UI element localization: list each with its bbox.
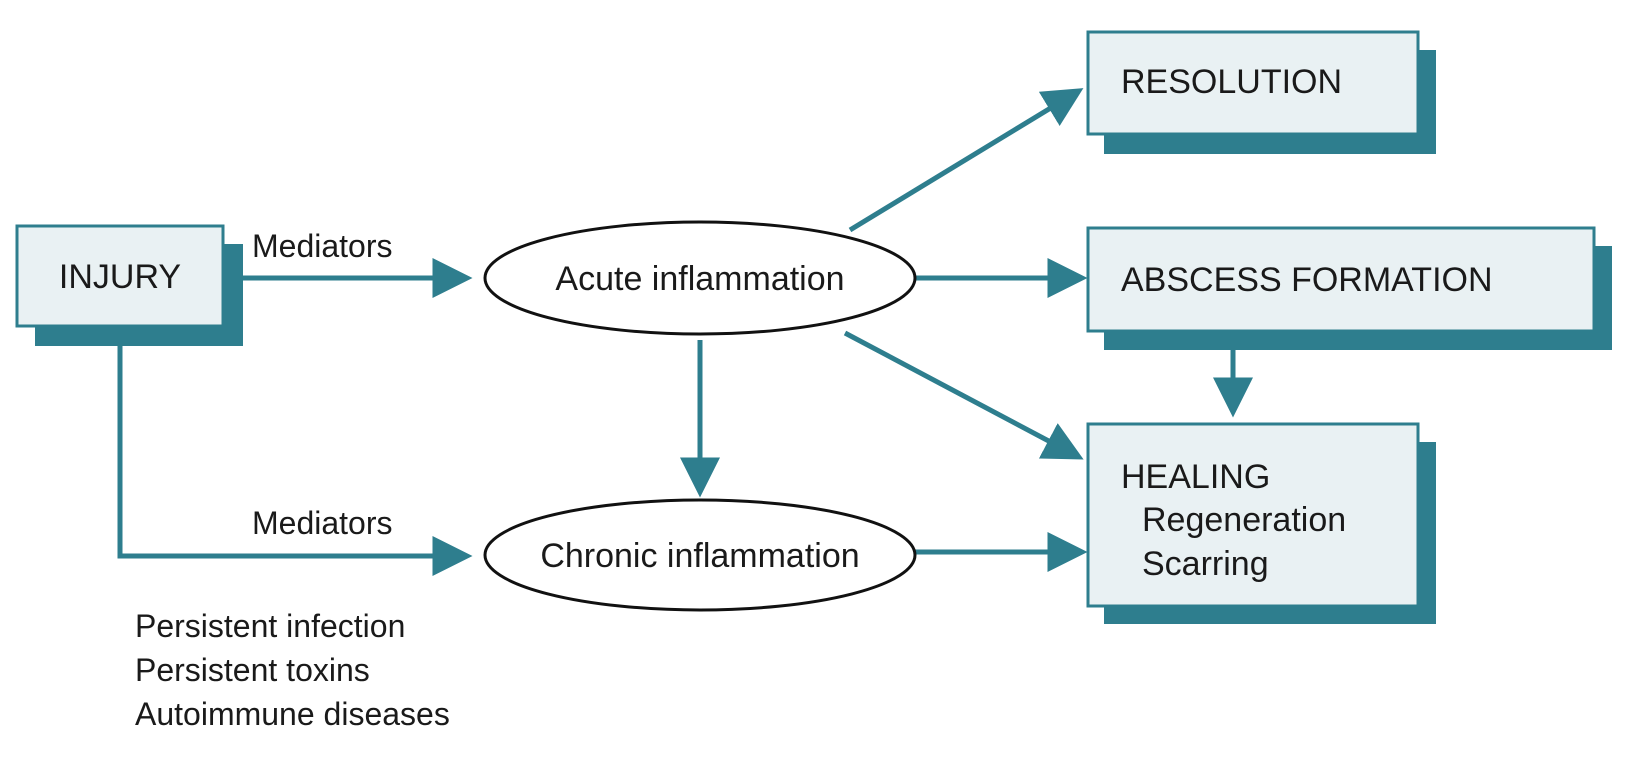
cause-persistent-infection: Persistent infection — [135, 608, 405, 644]
healing-item-scarring: Scarring — [1142, 545, 1269, 583]
healing-node: HEALING Regeneration Scarring — [1086, 422, 1436, 624]
injury-node: INJURY — [15, 224, 243, 346]
acute-inflammation-label: Acute inflammation — [555, 260, 844, 298]
abscess-formation-node: ABSCESS FORMATION — [1086, 226, 1612, 350]
cause-persistent-toxins: Persistent toxins — [135, 652, 370, 688]
chronic-inflammation-label: Chronic inflammation — [540, 537, 859, 575]
resolution-node: RESOLUTION — [1086, 30, 1436, 154]
chronic-causes-list: Persistent infection Persistent toxins A… — [135, 608, 450, 732]
healing-item-regeneration: Regeneration — [1142, 501, 1346, 539]
abscess-formation-label: ABSCESS FORMATION — [1121, 261, 1493, 299]
edge-injury-to-chronic — [117, 345, 473, 576]
acute-inflammation-node: Acute inflammation — [483, 220, 917, 336]
edge-acute-to-resolution — [848, 88, 1084, 233]
resolution-label: RESOLUTION — [1121, 63, 1342, 101]
chronic-inflammation-node: Chronic inflammation — [483, 498, 917, 612]
cause-autoimmune-diseases: Autoimmune diseases — [135, 696, 450, 732]
edges — [117, 88, 1253, 576]
edge-label-mediators-chronic: Mediators — [252, 505, 393, 541]
edge-label-mediators-acute: Mediators — [252, 228, 393, 264]
healing-title: HEALING — [1121, 458, 1270, 496]
injury-label: INJURY — [59, 258, 181, 296]
edge-acute-to-healing — [843, 330, 1084, 460]
